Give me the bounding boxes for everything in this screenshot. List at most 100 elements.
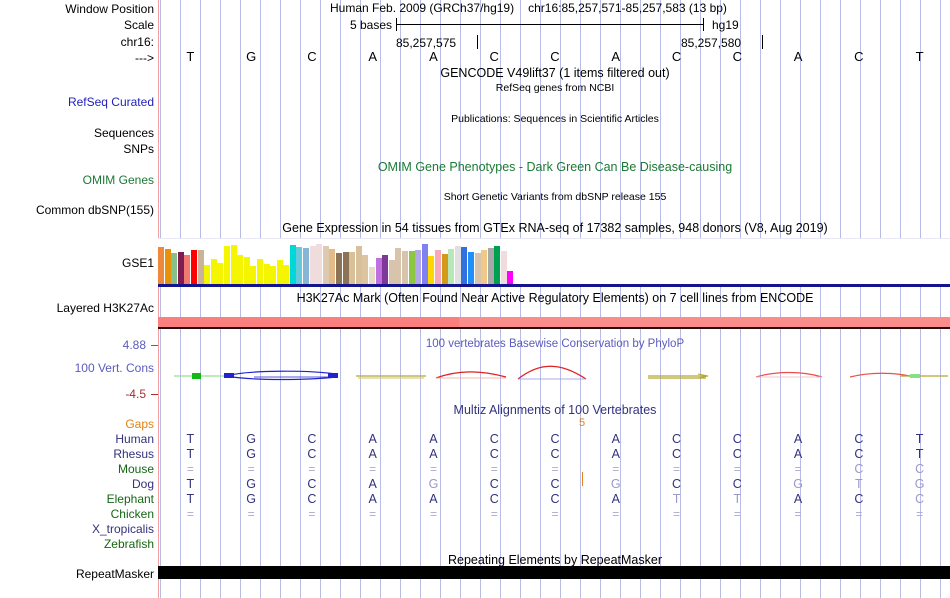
gtex-bar[interactable]	[467, 252, 474, 284]
gtex-bar[interactable]	[197, 250, 204, 284]
gtex-bar[interactable]	[204, 264, 211, 284]
gtex-bar[interactable]	[329, 248, 336, 284]
gtex-bar[interactable]	[309, 245, 316, 284]
phylop-conservation-track[interactable]	[158, 332, 950, 398]
gtex-bar[interactable]	[230, 244, 237, 284]
gtex-bar[interactable]	[190, 249, 197, 284]
gtex-bar[interactable]	[434, 249, 441, 284]
gtex-bar[interactable]	[454, 246, 461, 284]
gtex-bar[interactable]	[500, 251, 507, 284]
multiz-base: G	[793, 477, 803, 491]
gtex-bar[interactable]	[322, 246, 329, 284]
multiz-species-rhesus[interactable]: Rhesus	[113, 447, 154, 461]
gtex-bar[interactable]	[164, 248, 171, 284]
gtex-bar[interactable]	[349, 252, 356, 284]
multiz-base: A	[368, 477, 377, 491]
multiz-gap-mark: =	[369, 507, 377, 521]
gtex-bar[interactable]	[395, 248, 402, 284]
gtex-bar[interactable]	[369, 267, 375, 284]
gtex-bar[interactable]	[250, 266, 257, 284]
track-title-omim[interactable]: OMIM Gene Phenotypes - Dark Green Can Be…	[377, 160, 733, 174]
sidebar-item-100-vert-cons[interactable]: 100 Vert. Cons	[74, 361, 154, 375]
gtex-bar[interactable]	[171, 252, 178, 284]
sidebar-item-common-dbsnp[interactable]: Common dbSNP(155)	[35, 203, 154, 217]
track-title-h3k27ac[interactable]: H3K27Ac Mark (Often Found Near Active Re…	[296, 291, 814, 305]
gtex-bar[interactable]	[158, 246, 164, 284]
multiz-species-human[interactable]: Human	[115, 432, 154, 446]
gtex-bar[interactable]	[210, 259, 217, 284]
multiz-base: A	[368, 432, 377, 446]
multiz-species-x-tropicalis[interactable]: X_tropicalis	[91, 522, 154, 536]
multiz-species-elephant[interactable]: Elephant	[106, 492, 154, 506]
gtex-bar[interactable]	[355, 246, 362, 284]
gtex-bar[interactable]	[184, 254, 191, 284]
gtex-bar[interactable]	[223, 245, 230, 284]
gtex-bar[interactable]	[494, 246, 501, 284]
gtex-bar[interactable]	[276, 260, 283, 284]
multiz-base: A	[793, 447, 803, 461]
multiz-species-mouse[interactable]: Mouse	[117, 462, 154, 476]
gtex-bar[interactable]	[382, 255, 389, 284]
repeatmasker-block[interactable]	[158, 566, 950, 579]
track-title-refseq[interactable]: RefSeq genes from NCBI	[495, 82, 615, 94]
sidebar-item-h3k27ac[interactable]: Layered H3K27Ac	[56, 301, 154, 315]
gtex-bar[interactable]	[283, 264, 290, 284]
gtex-bar[interactable]	[263, 264, 270, 284]
window-position-text: Human Feb. 2009 (GRCh37/hg19) chr16:85,25…	[330, 1, 727, 15]
assembly-db-label: hg19	[712, 18, 739, 32]
sidebar-item-gtex[interactable]: GSE1	[121, 256, 154, 270]
gtex-bar[interactable]	[316, 244, 323, 284]
multiz-species-dog[interactable]: Dog	[131, 477, 154, 491]
track-title-gencode[interactable]: GENCODE V49lift37 (1 items filtered out)	[440, 66, 670, 80]
gtex-bar[interactable]	[289, 245, 296, 284]
track-title-gtex[interactable]: Gene Expression in 54 tissues from GTEx …	[282, 221, 828, 235]
h3k27ac-signal-bar[interactable]	[158, 317, 950, 329]
sidebar-item-refseq-curated[interactable]: RefSeq Curated	[67, 95, 154, 109]
sidebar-item-omim-genes[interactable]: OMIM Genes	[82, 173, 154, 187]
track-title-dbsnp[interactable]: Short Genetic Variants from dbSNP releas…	[443, 191, 667, 203]
gtex-bar[interactable]	[303, 248, 310, 284]
gtex-bar[interactable]	[474, 252, 481, 284]
track-title-repeatmasker[interactable]: Repeating Elements by RepeatMasker	[447, 553, 662, 567]
gtex-bar[interactable]	[388, 260, 395, 284]
track-title-conservation[interactable]: 100 vertebrates Basewise Conservation by…	[425, 338, 685, 350]
gtex-bar[interactable]	[481, 250, 488, 284]
gtex-bar[interactable]	[507, 271, 514, 284]
gtex-bar[interactable]	[362, 255, 369, 284]
multiz-base: C	[732, 477, 742, 491]
track-label-column: Window Position Scale chr16: ---> RefSeq…	[0, 0, 158, 598]
gtex-bar[interactable]	[428, 256, 435, 284]
gtex-bar[interactable]	[243, 256, 250, 284]
track-title-publications[interactable]: Publications: Sequences in Scientific Ar…	[451, 113, 659, 125]
h3k27ac-segment	[458, 317, 950, 327]
gtex-bar[interactable]	[441, 253, 448, 284]
gtex-bar[interactable]	[408, 251, 415, 284]
gtex-bar[interactable]	[461, 247, 468, 284]
gtex-bar[interactable]	[270, 266, 277, 284]
sidebar-item-sequences[interactable]: Sequences	[93, 126, 154, 140]
sidebar-item-repeatmasker[interactable]: RepeatMasker	[75, 567, 154, 581]
gtex-bar[interactable]	[237, 255, 244, 284]
multiz-base: A	[429, 447, 438, 461]
sidebar-item-snps[interactable]: SNPs	[123, 142, 154, 156]
multiz-species-zebrafish[interactable]: Zebrafish	[103, 537, 154, 551]
multiz-base: T	[672, 492, 681, 506]
multiz-gap-mark: =	[673, 462, 681, 476]
gtex-bar[interactable]	[487, 248, 494, 284]
gtex-bar[interactable]	[342, 252, 349, 284]
gtex-bar[interactable]	[415, 250, 422, 284]
sequence-base: T	[915, 49, 924, 64]
gtex-bar[interactable]	[217, 263, 224, 284]
gtex-bar[interactable]	[177, 252, 184, 284]
coord-label-left: 85,257,575	[396, 36, 457, 50]
gtex-bar[interactable]	[375, 257, 382, 284]
gtex-bar[interactable]	[448, 248, 455, 284]
gtex-bar[interactable]	[421, 244, 428, 284]
gtex-bar[interactable]	[256, 259, 263, 284]
gtex-bar[interactable]	[336, 252, 343, 284]
gtex-bar[interactable]	[401, 251, 408, 284]
track-title-multiz[interactable]: Multiz Alignments of 100 Vertebrates	[453, 403, 657, 417]
gtex-expression-chart[interactable]	[158, 238, 950, 287]
multiz-species-chicken[interactable]: Chicken	[110, 507, 154, 521]
gtex-bar[interactable]	[296, 247, 303, 284]
